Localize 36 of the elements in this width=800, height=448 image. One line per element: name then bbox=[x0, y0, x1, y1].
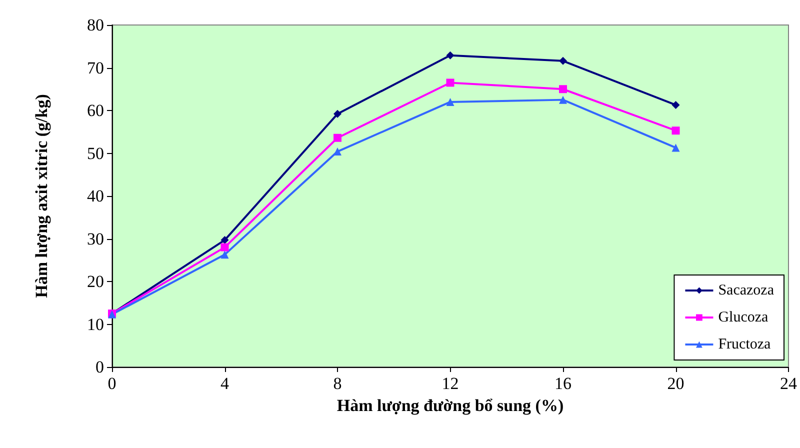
x-tick-label: 0 bbox=[108, 374, 116, 393]
legend-label: Sacazoza bbox=[718, 282, 774, 298]
point bbox=[446, 98, 454, 106]
y-tick-label: 60 bbox=[87, 101, 104, 120]
x-axis-title: Hàm lượng đường bổ sung (%) bbox=[336, 396, 564, 415]
x-tick-label: 16 bbox=[554, 374, 572, 393]
point bbox=[334, 134, 342, 142]
y-tick-label: 70 bbox=[87, 58, 104, 78]
point bbox=[220, 243, 229, 252]
point bbox=[672, 100, 680, 109]
point bbox=[334, 148, 342, 156]
point bbox=[559, 85, 567, 94]
point bbox=[446, 51, 454, 60]
point bbox=[220, 236, 229, 244]
x-tick-label: 24 bbox=[780, 374, 798, 393]
legend-label: Fructoza bbox=[718, 336, 772, 352]
point bbox=[672, 144, 680, 152]
y-tick-label: 50 bbox=[87, 144, 104, 163]
y-tick-label: 20 bbox=[87, 272, 104, 291]
y-axis-title: Hàm lượng axit xitric (g/kg) bbox=[32, 94, 51, 298]
point bbox=[672, 126, 680, 135]
x-tick-label: 4 bbox=[220, 374, 230, 393]
y-tick-label: 10 bbox=[87, 314, 104, 334]
y-tick-label: 30 bbox=[87, 229, 104, 248]
point bbox=[446, 78, 454, 87]
x-tick-label: 8 bbox=[333, 374, 342, 393]
point bbox=[334, 110, 342, 118]
y-tick-label: 0 bbox=[96, 358, 104, 376]
x-tick-label: 12 bbox=[442, 374, 459, 393]
y-tick-label: 80 bbox=[87, 16, 104, 34]
point bbox=[559, 56, 567, 65]
x-tick-label: 20 bbox=[667, 374, 684, 393]
point bbox=[559, 96, 567, 104]
point bbox=[220, 250, 229, 259]
y-tick-label: 40 bbox=[87, 186, 104, 206]
legend-label: Glucoza bbox=[718, 310, 769, 326]
